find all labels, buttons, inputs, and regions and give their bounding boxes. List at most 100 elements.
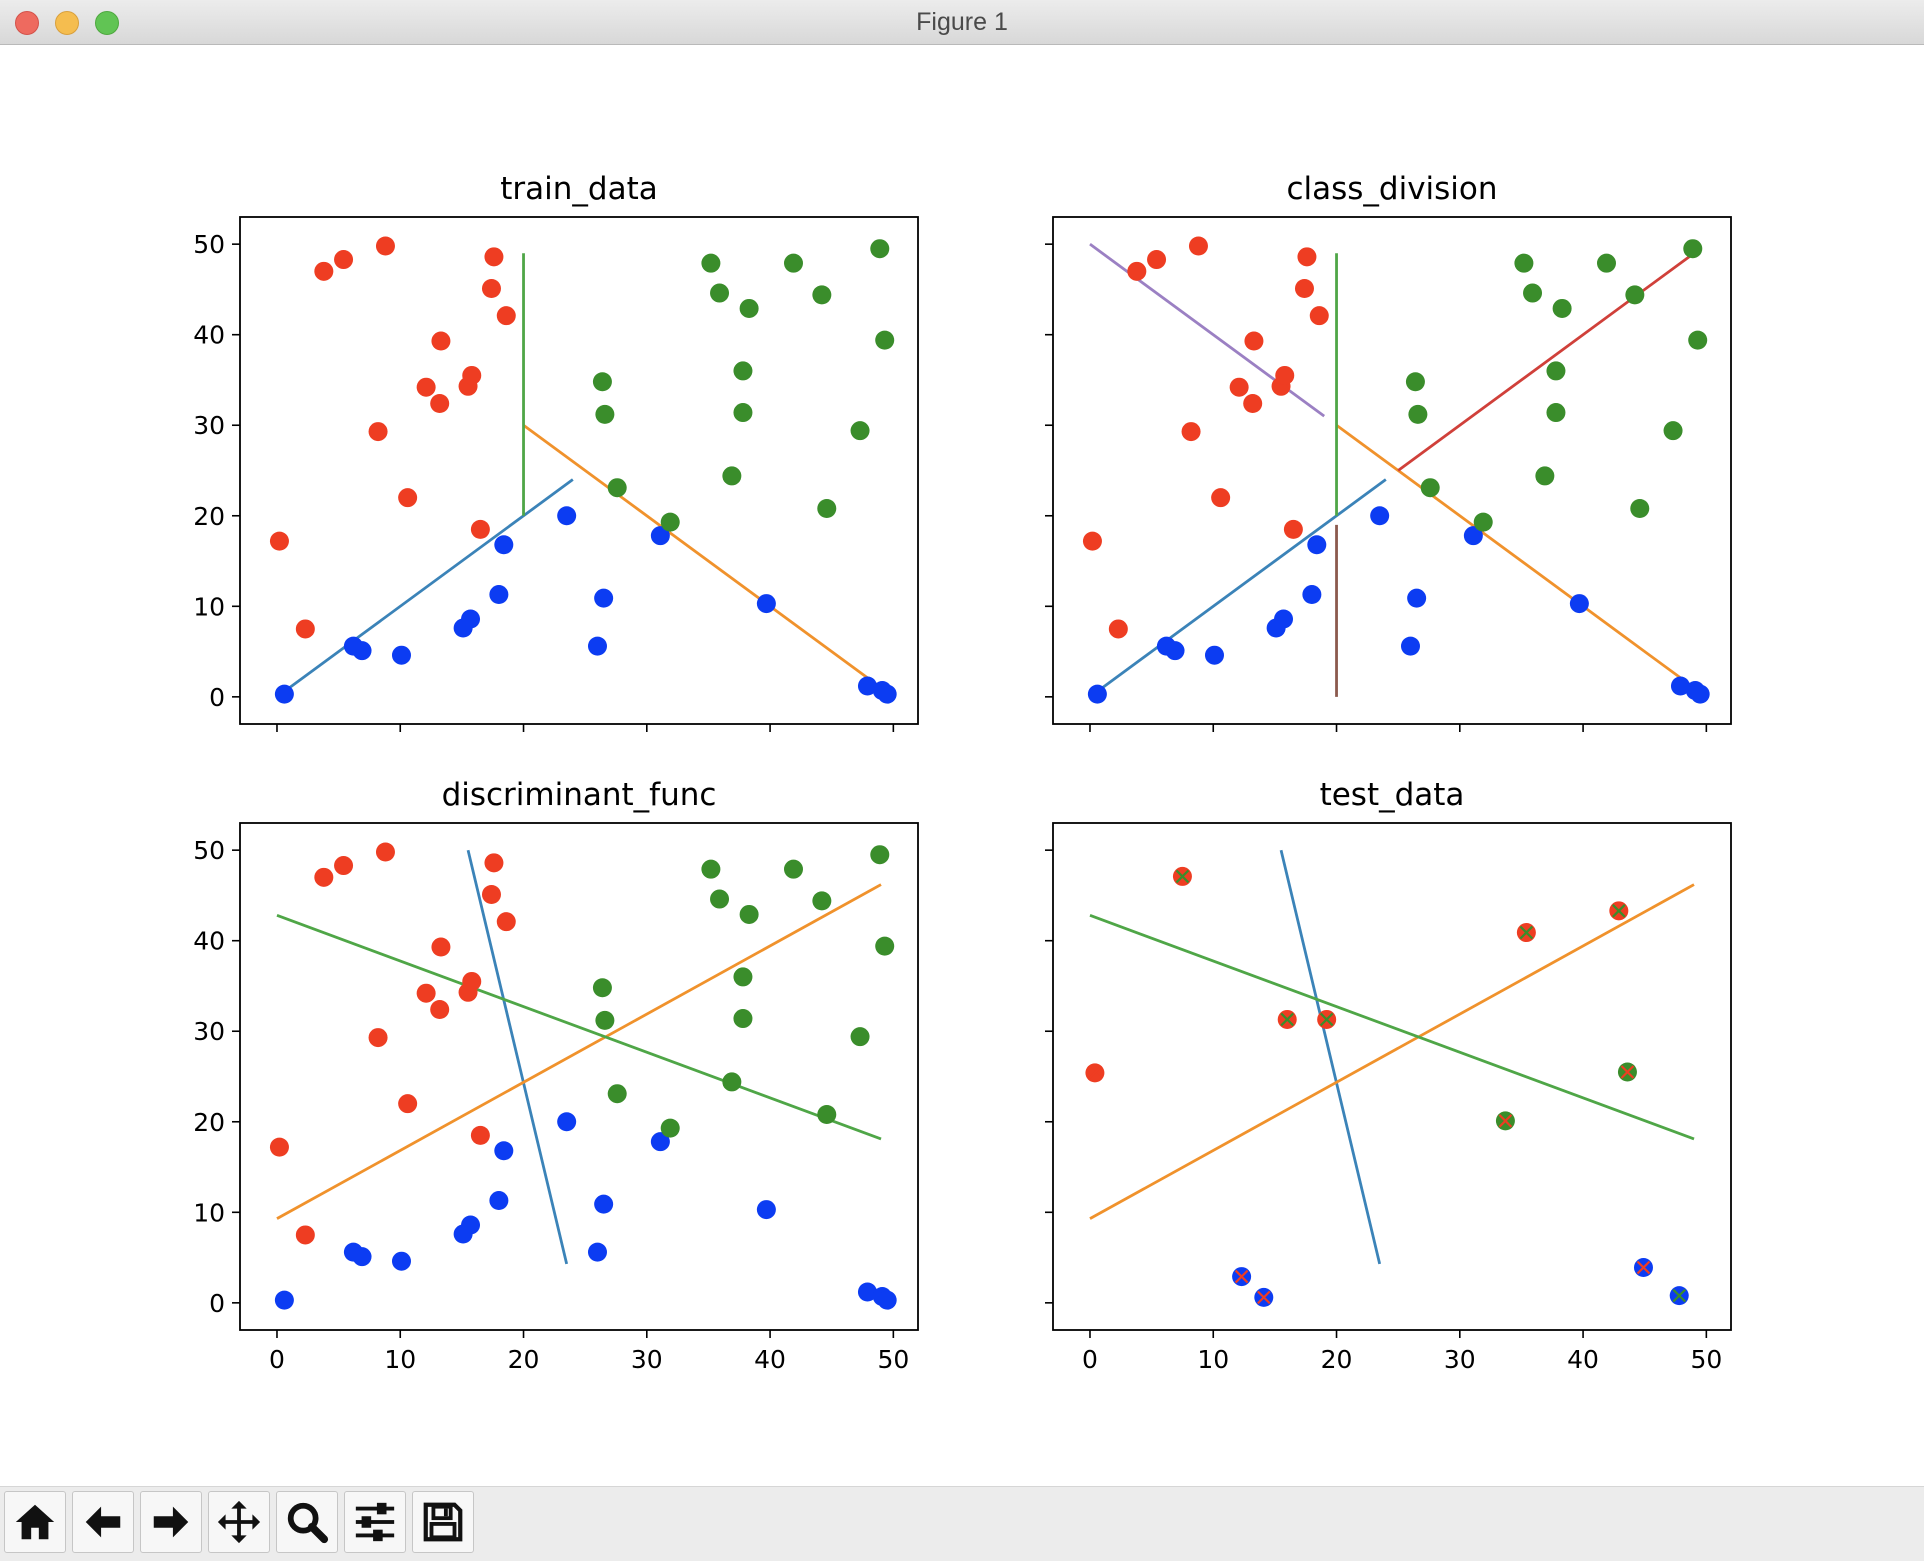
data-point-green [739,904,759,924]
figure-canvas: train_data 0 10 20 30 40 50 class_divisiondiscr… [193,171,1732,1374]
data-point-blue [1407,588,1427,608]
x-marker [1672,1288,1687,1303]
move-icon [217,1500,261,1544]
data-point-red [375,236,395,256]
data-point-red [269,1137,289,1157]
save-button[interactable] [412,1491,474,1553]
data-point-green [1546,403,1566,423]
x-tick-label: 0 [269,1345,285,1374]
pan-button[interactable] [208,1491,270,1553]
data-point-red [314,261,334,281]
data-point-blue [494,535,514,555]
forward-button[interactable] [140,1491,202,1553]
data-point-blue [1690,684,1710,704]
navigation-toolbar [0,1486,1924,1561]
subplot-discriminant_func: discriminant_func 0 10 20 30 40 50 0 10 20 30 40 50 [193,777,919,1374]
axes-frame [1052,216,1732,725]
zoom-window-button[interactable] [95,11,119,35]
boundary-line-green [276,914,882,1141]
data-point-green [1408,404,1428,424]
y-tick-label: 0 [209,1289,225,1318]
axes-frame [239,822,919,1331]
data-point-green [733,361,753,381]
data-point-red [368,1028,388,1048]
data-point-red [1283,519,1303,539]
x-tick-label: 10 [384,1345,416,1374]
zoom-button[interactable] [276,1491,338,1553]
data-point-green [1625,285,1645,305]
data-point-green [1683,239,1703,259]
boundary-line-blue [466,849,569,1265]
boundary-line-orange [522,424,882,689]
data-point-red [462,365,482,385]
data-point-green [870,845,890,865]
data-point-blue [494,1141,514,1161]
data-point-blue [489,1191,509,1211]
home-button[interactable] [4,1491,66,1553]
data-point-green [722,466,742,486]
data-point-green [701,859,721,879]
x-marker [1319,1012,1334,1027]
x-tick-label: 0 [1082,1345,1098,1374]
x-marker [1234,1269,1249,1284]
close-window-button[interactable] [15,11,39,35]
data-point-green [812,891,832,911]
axes-frame [239,216,919,725]
data-point-blue [857,1282,877,1302]
data-point-green [592,372,612,392]
x-tick-label: 50 [877,1345,909,1374]
data-point-red [1127,261,1147,281]
data-point-red [295,619,315,639]
minimize-window-button[interactable] [55,11,79,35]
data-point-green [817,1105,837,1125]
data-point-red [1243,394,1263,414]
data-point-blue [489,585,509,605]
data-point-blue [461,609,481,629]
data-point-green [1535,466,1555,486]
chart-title: discriminant_func [442,777,717,813]
floppy-disk-icon [423,1502,463,1542]
y-tick-label: 50 [193,230,225,259]
window-title: Figure 1 [916,8,1008,36]
data-point-blue [1274,609,1294,629]
data-point-red [1188,236,1208,256]
data-point-green [783,253,803,273]
data-point-red [1294,279,1314,299]
configure-subplots-button[interactable] [344,1491,406,1553]
data-point-red [1082,531,1102,551]
data-point-blue [1204,645,1224,665]
data-point-red [375,842,395,862]
data-point-green [595,404,615,424]
back-button[interactable] [72,1491,134,1553]
x-marker [1612,904,1626,918]
data-point-green [660,512,680,532]
data-point-blue [352,1247,372,1267]
chart-title: class_division [1286,171,1497,207]
y-tick-label: 0 [209,683,225,712]
data-point-blue [756,1200,776,1220]
data-point-red [470,519,490,539]
data-point-blue [557,1112,577,1132]
y-tick-label: 10 [193,1198,225,1227]
y-tick-label: 40 [193,927,225,956]
boundary-line-orange [1335,424,1695,689]
data-point-green [1405,372,1425,392]
data-point-red [334,856,354,876]
data-point-blue [650,1132,670,1152]
y-tick-label: 50 [193,836,225,865]
data-point-green [817,499,837,519]
chart-title: test_data [1320,777,1465,813]
boundary-line-red [1397,252,1695,472]
data-point-red [1108,619,1128,639]
data-point-red [334,250,354,270]
data-point-blue [1302,585,1322,605]
boundary-line-blue [1089,478,1387,698]
data-point-blue [587,1242,607,1262]
data-point-blue [391,1251,411,1271]
boundary-line-orange [276,883,882,1220]
x-marker [1257,1290,1271,1305]
x-marker [1636,1260,1651,1275]
data-point-blue [1569,594,1589,614]
data-point-red [398,488,418,508]
x-marker [1498,1114,1513,1128]
